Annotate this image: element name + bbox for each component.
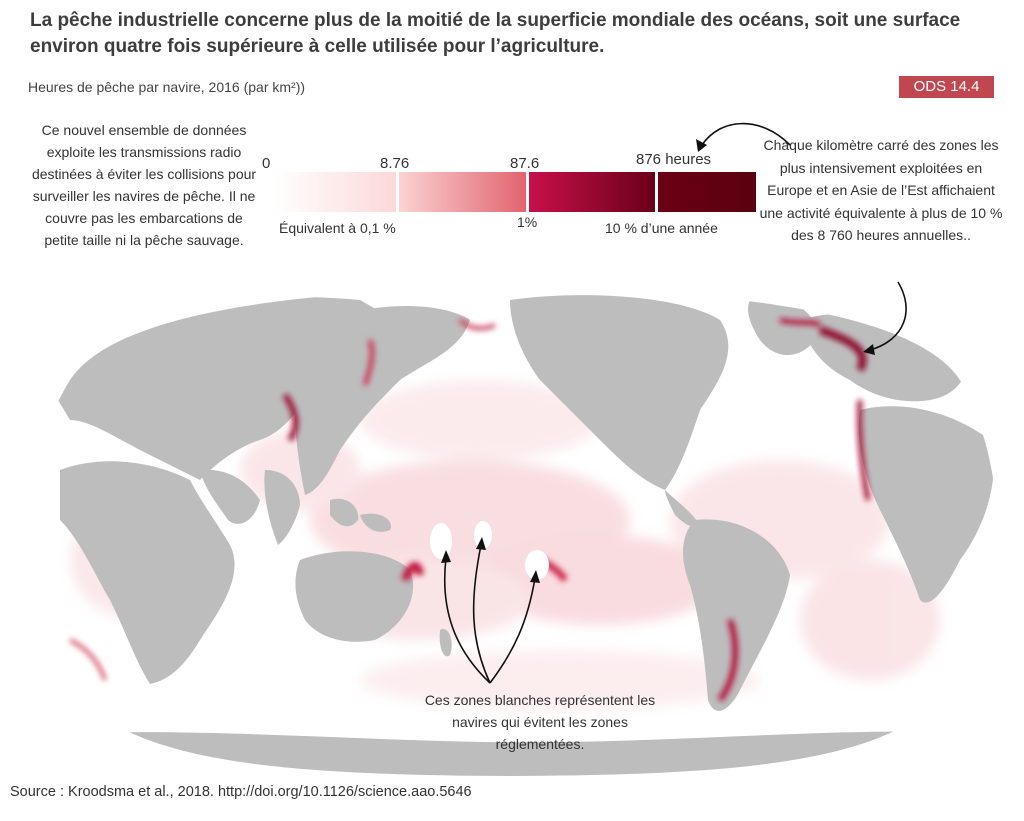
new-guinea [360, 513, 391, 532]
scale-segment-3 [529, 172, 655, 212]
south-america [683, 519, 790, 711]
greenland [748, 299, 816, 355]
africa [60, 461, 235, 684]
source-citation: Source : Kroodsma et al., 2018. http://d… [10, 784, 472, 800]
arrow-zone-1 [443, 557, 491, 684]
data-note: Ce nouvel ensemble de données exploite l… [31, 122, 257, 248]
new-zealand [439, 629, 452, 657]
land-masses [40, 295, 998, 776]
india [264, 470, 300, 545]
antarctica [40, 731, 998, 776]
scale-segment-2 [399, 172, 526, 212]
legend-equiv-0-1: Équivalent à 0,1 % [279, 220, 396, 236]
legend-tick-87-6: 87.6 [510, 155, 540, 172]
arabia [200, 469, 260, 524]
legend-tick-0: 0 [262, 155, 271, 172]
arrow-to-legend [701, 122, 791, 146]
australia [295, 551, 414, 642]
scale-segment-1 [272, 172, 396, 212]
borneo [330, 498, 359, 527]
avoidance-zones [430, 521, 549, 580]
scale-segment-4 [658, 172, 756, 212]
sdg-badge: ODS 14.4 [899, 76, 994, 98]
chart-title: La pêche industrielle concerne plus de l… [30, 10, 961, 57]
avoidance-note: Ces zones blanches représentent les navi… [424, 692, 656, 752]
legend-tick-8-76: 8.76 [380, 155, 410, 172]
intensity-note: Chaque kilomètre carré des zones les plu… [759, 137, 1003, 243]
asia-east [295, 306, 470, 495]
legend-equiv-1: 1% [517, 214, 538, 230]
north-america [510, 295, 729, 490]
map-globe [28, 288, 998, 776]
africa-east [858, 406, 994, 603]
fishing-hotspots [69, 317, 871, 702]
chart-subtitle: Heures de pêche par navire, 2016 (par km… [28, 79, 306, 95]
legend-tick-876: 876 heures [636, 151, 712, 168]
legend-equiv-10: 10 % d’une année [605, 220, 718, 236]
central-america [665, 490, 700, 527]
arrow-to-europe [869, 281, 907, 351]
color-scale-bar [272, 172, 756, 212]
arrowheads [441, 139, 875, 583]
arrow-zone-2 [472, 544, 491, 684]
arrow-zone-3 [489, 577, 536, 684]
annotation-arrows [443, 122, 907, 684]
